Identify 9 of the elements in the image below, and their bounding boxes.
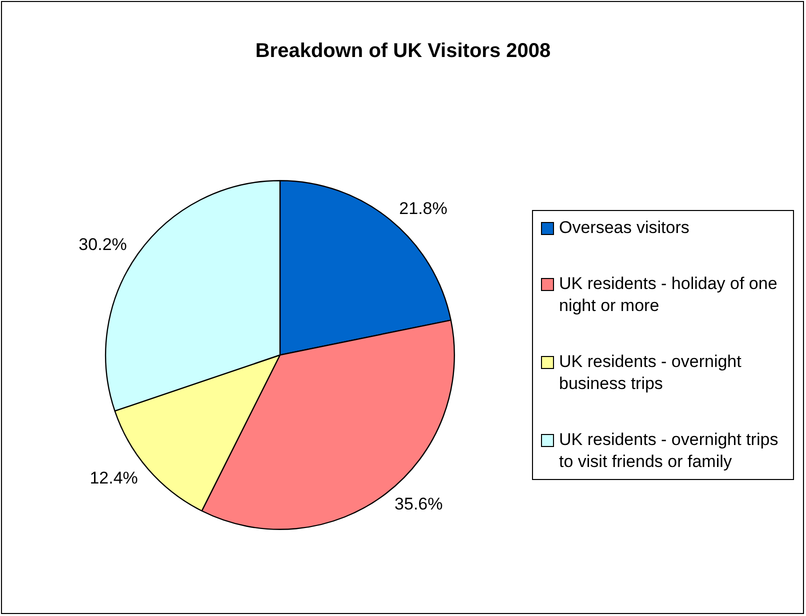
legend-label: UK residents - overnight business trips xyxy=(559,351,742,395)
legend-label: UK residents - holiday of one night or more xyxy=(559,273,778,317)
data-label: 35.6% xyxy=(394,494,443,514)
data-label: 21.8% xyxy=(399,198,448,218)
data-label: 30.2% xyxy=(78,234,127,254)
chart-title: Breakdown of UK Visitors 2008 xyxy=(254,40,552,63)
legend-label: UK residents - overnight trips to visit friends or family xyxy=(559,429,780,473)
data-label: 12.4% xyxy=(90,468,138,488)
legend-label: Overseas visitors xyxy=(559,217,690,239)
